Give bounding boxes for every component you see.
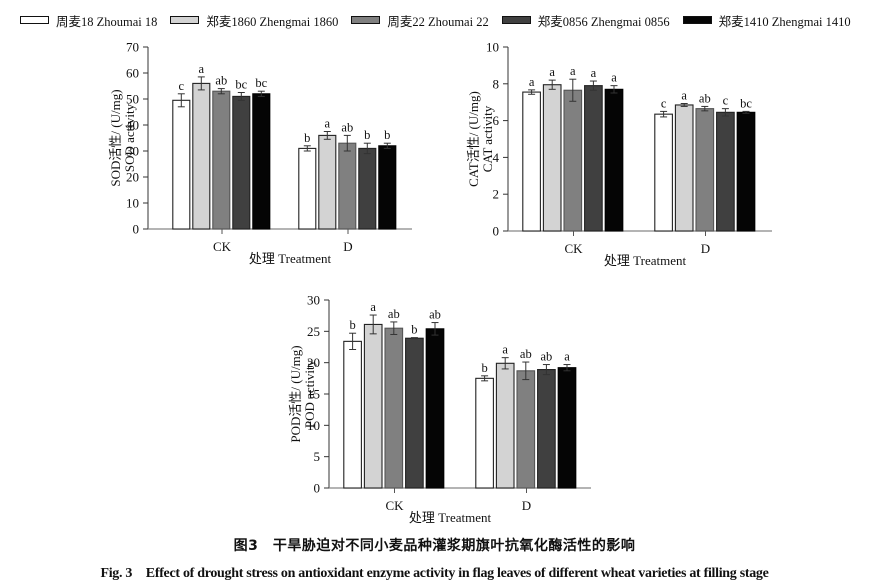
y-tick-label: 15 [307, 387, 320, 402]
figure-caption-english: Fig. 3 Effect of drought stress on antio… [100, 566, 769, 581]
y-axis-title-cn: CAT活性/ (U/mg) [466, 91, 481, 187]
significance-letter: ab [520, 347, 532, 361]
x-category-label: D [701, 241, 710, 256]
y-axis-title-en: POD activity [302, 359, 317, 428]
significance-letter: ab [429, 308, 441, 322]
significance-letter: a [564, 350, 570, 364]
significance-letter: a [199, 62, 205, 76]
y-axis-title-cn: SOD活性/ (U/mg) [108, 89, 123, 186]
significance-letter: ab [341, 120, 353, 134]
x-axis-title: 处理 Treatment [604, 253, 687, 268]
significance-letter: c [661, 96, 667, 110]
y-tick-label: 40 [126, 118, 139, 133]
bar [384, 327, 404, 489]
significance-letter: a [570, 64, 576, 78]
significance-letter: b [364, 128, 370, 142]
significance-letter: b [304, 131, 310, 145]
significance-letter: ab [540, 350, 552, 364]
legend-swatch [170, 16, 200, 24]
significance-letter: b [349, 318, 355, 332]
significance-letter: b [384, 128, 390, 142]
chart-legend: 周麦18 Zhoumai 18 郑麦1860 Zhengmai 1860 周麦2… [20, 10, 864, 30]
legend-swatch [351, 16, 381, 24]
legend-swatch [20, 16, 49, 24]
y-tick-label: 25 [307, 324, 320, 339]
x-axis-title: 处理 Treatment [249, 251, 332, 266]
significance-letter: a [529, 75, 535, 89]
x-category-label: CK [213, 239, 232, 254]
y-tick-label: 10 [486, 40, 499, 55]
y-tick-label: 10 [126, 196, 139, 211]
legend-label: 郑麦1410 Zhengmai 1410 [718, 14, 851, 29]
significance-letter: a [502, 343, 508, 357]
y-tick-label: 2 [493, 187, 500, 202]
bar [363, 323, 383, 489]
figure-caption-chinese: 图3 干旱胁迫对不同小麦品种灌浆期旗叶抗氧化酶活性的影响 [233, 538, 636, 554]
significance-letter: bc [740, 96, 752, 110]
y-tick-label: 50 [126, 92, 139, 107]
y-tick-label: 30 [126, 144, 139, 159]
y-tick-label: 30 [307, 293, 320, 308]
y-tick-label: 60 [126, 66, 139, 81]
legend-label: 郑麦0856 Zhengmai 0856 [537, 14, 670, 29]
legend-label: 周麦18 Zhoumai 18 [56, 14, 158, 29]
bar [343, 340, 362, 489]
y-axis-title-en: SOD activity [122, 103, 137, 172]
y-tick-label: 0 [314, 481, 321, 496]
significance-letter: b [481, 361, 487, 375]
bar [475, 377, 494, 489]
legend-item-zhoumai18: 周麦18 Zhoumai 18 [20, 11, 157, 30]
y-tick-label: 0 [493, 224, 500, 239]
significance-letter: a [325, 117, 331, 131]
significance-letter: a [681, 88, 687, 102]
significance-letter: b [411, 323, 417, 337]
y-tick-label: 8 [493, 76, 500, 91]
bar [557, 367, 577, 489]
bar [405, 337, 424, 489]
y-tick-label: 10 [307, 418, 320, 433]
legend-item-zhengmai1410: 郑麦1410 Zhengmai 1410 [682, 11, 851, 30]
significance-letter: bc [235, 78, 247, 92]
legend-label: 周麦22 Zhoumai 22 [387, 14, 489, 29]
y-tick-label: 20 [126, 170, 139, 185]
significance-letter: bc [255, 76, 267, 90]
x-category-label: D [343, 239, 352, 254]
legend-label: 郑麦1860 Zhengmai 1860 [206, 14, 339, 29]
bar [425, 328, 445, 489]
y-tick-label: 20 [307, 355, 320, 370]
y-tick-label: 70 [126, 40, 139, 55]
legend-swatch [682, 16, 712, 24]
bar [495, 362, 515, 489]
bar [516, 370, 536, 489]
y-tick-label: 4 [493, 150, 500, 165]
legend-item-zhengmai0856: 郑麦0856 Zhengmai 0856 [501, 11, 670, 30]
x-category-label: CK [564, 241, 583, 256]
x-axis-title: 处理 Treatment [409, 510, 492, 525]
bar [537, 369, 556, 489]
significance-letter: c [723, 94, 729, 108]
significance-letter: a [370, 300, 376, 314]
legend-swatch [501, 16, 531, 24]
significance-letter: a [591, 66, 597, 80]
y-axis-title-cn: POD活性/ (U/mg) [288, 345, 303, 442]
x-category-label: CK [385, 498, 404, 513]
y-axis-title-en: CAT activity [480, 105, 495, 172]
y-tick-label: 5 [314, 449, 321, 464]
significance-letter: ab [215, 74, 227, 88]
significance-letter: c [179, 79, 185, 93]
legend-item-zhoumai22: 周麦22 Zhoumai 22 [351, 11, 489, 30]
significance-letter: ab [699, 91, 711, 105]
significance-letter: a [611, 71, 617, 85]
x-category-label: D [522, 498, 531, 513]
significance-letter: a [549, 65, 555, 79]
significance-letter: ab [388, 307, 400, 321]
y-tick-label: 0 [133, 222, 140, 237]
legend-item-zhengmai1860: 郑麦1860 Zhengmai 1860 [170, 11, 338, 30]
y-tick-label: 6 [493, 113, 500, 128]
